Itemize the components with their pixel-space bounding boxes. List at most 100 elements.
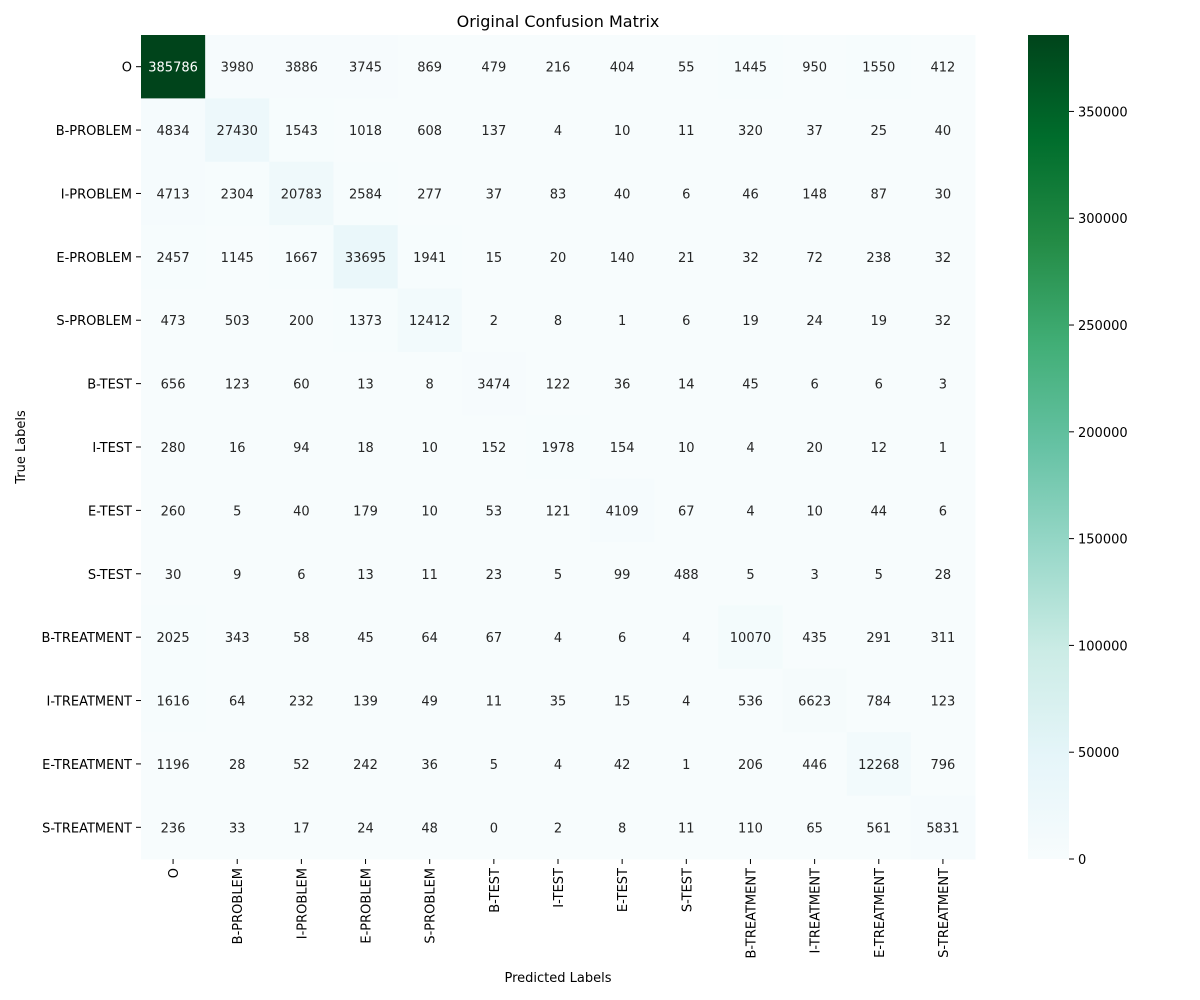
heatmap-cell: [141, 98, 206, 163]
heatmap-cell: [461, 478, 527, 543]
cell-value-label: 3474: [477, 378, 510, 393]
heatmap-cell: [525, 795, 591, 860]
heatmap-cell: [590, 161, 655, 226]
cell-value-label: 152: [481, 441, 506, 456]
cell-value-label: 21: [678, 251, 695, 266]
heatmap-cell: [397, 795, 463, 860]
cell-value-label: 11: [678, 124, 695, 139]
x-tick-label: I-TREATMENT: [809, 868, 824, 953]
x-axis-label: Predicted Labels: [504, 971, 611, 986]
cell-value-label: 242: [353, 758, 378, 773]
heatmap-cell: [654, 668, 719, 733]
heatmap-cell: [718, 605, 784, 670]
cell-value-label: 137: [481, 124, 506, 139]
heatmap-cell: [846, 478, 912, 543]
heatmap-cell: [269, 161, 334, 226]
heatmap-cell: [525, 161, 591, 226]
heatmap-cell: [590, 605, 655, 670]
heatmap-cell: [205, 542, 270, 606]
cell-value-label: 3980: [221, 61, 254, 76]
heatmap-cell: [397, 35, 463, 99]
y-tick-label: I-PROBLEM: [61, 187, 132, 202]
cell-value-label: 4: [746, 504, 754, 519]
cell-value-label: 561: [866, 821, 891, 836]
cell-value-label: 320: [738, 124, 763, 139]
cell-value-label: 8: [618, 821, 626, 836]
cell-value-label: 1941: [413, 251, 446, 266]
cell-value-label: 123: [931, 695, 956, 710]
heatmap-cell: [397, 98, 463, 163]
colorbar-tick-label: 300000: [1078, 212, 1128, 227]
cell-value-label: 2025: [157, 631, 190, 646]
y-axis-label: True Labels: [14, 410, 29, 485]
heatmap-cell: [269, 415, 334, 480]
colorbar-tick-label: 50000: [1078, 746, 1119, 761]
heatmap-cell: [397, 288, 463, 353]
cell-value-label: 179: [353, 504, 378, 519]
cell-value-label: 1: [618, 314, 626, 329]
cell-value-label: 28: [935, 568, 952, 583]
cell-value-label: 33695: [345, 251, 386, 266]
cell-value-label: 6: [810, 378, 818, 393]
heatmap-cell: [718, 288, 784, 353]
heatmap-cell: [141, 732, 206, 797]
cell-value-label: 2304: [221, 187, 254, 202]
heatmap-cell: [525, 542, 591, 606]
heatmap-cell: [333, 542, 399, 606]
cell-value-label: 950: [802, 61, 827, 76]
cell-value-label: 58: [293, 631, 310, 646]
cell-value-label: 60: [293, 378, 310, 393]
cell-value-label: 48: [421, 821, 438, 836]
heatmap-cell: [846, 732, 912, 797]
cell-value-label: 65: [806, 821, 823, 836]
heatmap-cell: [846, 415, 912, 480]
cell-value-label: 33: [229, 821, 246, 836]
heatmap-cell: [141, 161, 206, 226]
cell-value-label: 656: [161, 378, 186, 393]
heatmap-cell: [205, 732, 270, 797]
cell-value-label: 3745: [349, 61, 382, 76]
cell-value-label: 5: [233, 504, 241, 519]
cell-value-label: 64: [421, 631, 438, 646]
cell-value-label: 1018: [349, 124, 382, 139]
cell-value-label: 435: [802, 631, 827, 646]
y-axis-ticks: O B-PROBLEM I-PROBLEM E-PROBLEM S-PROBLEM B-T…: [41, 61, 141, 836]
heatmap-cell: [910, 98, 976, 163]
cell-value-label: 52: [293, 758, 310, 773]
cell-value-label: 12268: [858, 758, 899, 773]
cell-value-label: 40: [614, 187, 631, 202]
heatmap-cell: [910, 225, 976, 290]
heatmap-cell: [846, 668, 912, 733]
cell-value-label: 23: [486, 568, 503, 583]
cell-value-label: 6623: [798, 695, 831, 710]
cell-value-label: 140: [610, 251, 635, 266]
heatmap-cell: [141, 35, 206, 99]
cell-value-label: 1196: [157, 758, 190, 773]
heatmap-cell: [654, 225, 719, 290]
cell-value-label: 87: [870, 187, 887, 202]
cell-value-label: 1: [682, 758, 690, 773]
cell-value-label: 2584: [349, 187, 382, 202]
heatmap-cell: [333, 732, 399, 797]
heatmap-cell: [910, 35, 976, 99]
cell-value-label: 311: [931, 631, 956, 646]
heatmap-cell: [141, 478, 206, 543]
heatmap-cell: [205, 288, 270, 353]
cell-value-label: 2457: [157, 251, 190, 266]
cell-value-label: 5831: [926, 821, 959, 836]
cell-value-label: 200: [289, 314, 314, 329]
cell-value-label: 24: [806, 314, 823, 329]
cell-value-label: 42: [614, 758, 631, 773]
y-tick-label: E-TREATMENT: [42, 758, 132, 773]
heatmap-cell: [141, 795, 206, 860]
heatmap-cell: [461, 351, 527, 416]
heatmap-cell: [846, 542, 912, 606]
colorbar: 0 50000 100000 150000 200000 250000 300000 3500…: [1028, 35, 1128, 868]
heatmap-cell: [397, 478, 463, 543]
heatmap-cell: [654, 98, 719, 163]
cell-value-label: 6: [875, 378, 883, 393]
heatmap-cell: [846, 225, 912, 290]
cell-value-label: 479: [481, 61, 506, 76]
cell-value-label: 30: [935, 187, 952, 202]
cell-value-label: 5: [490, 758, 498, 773]
